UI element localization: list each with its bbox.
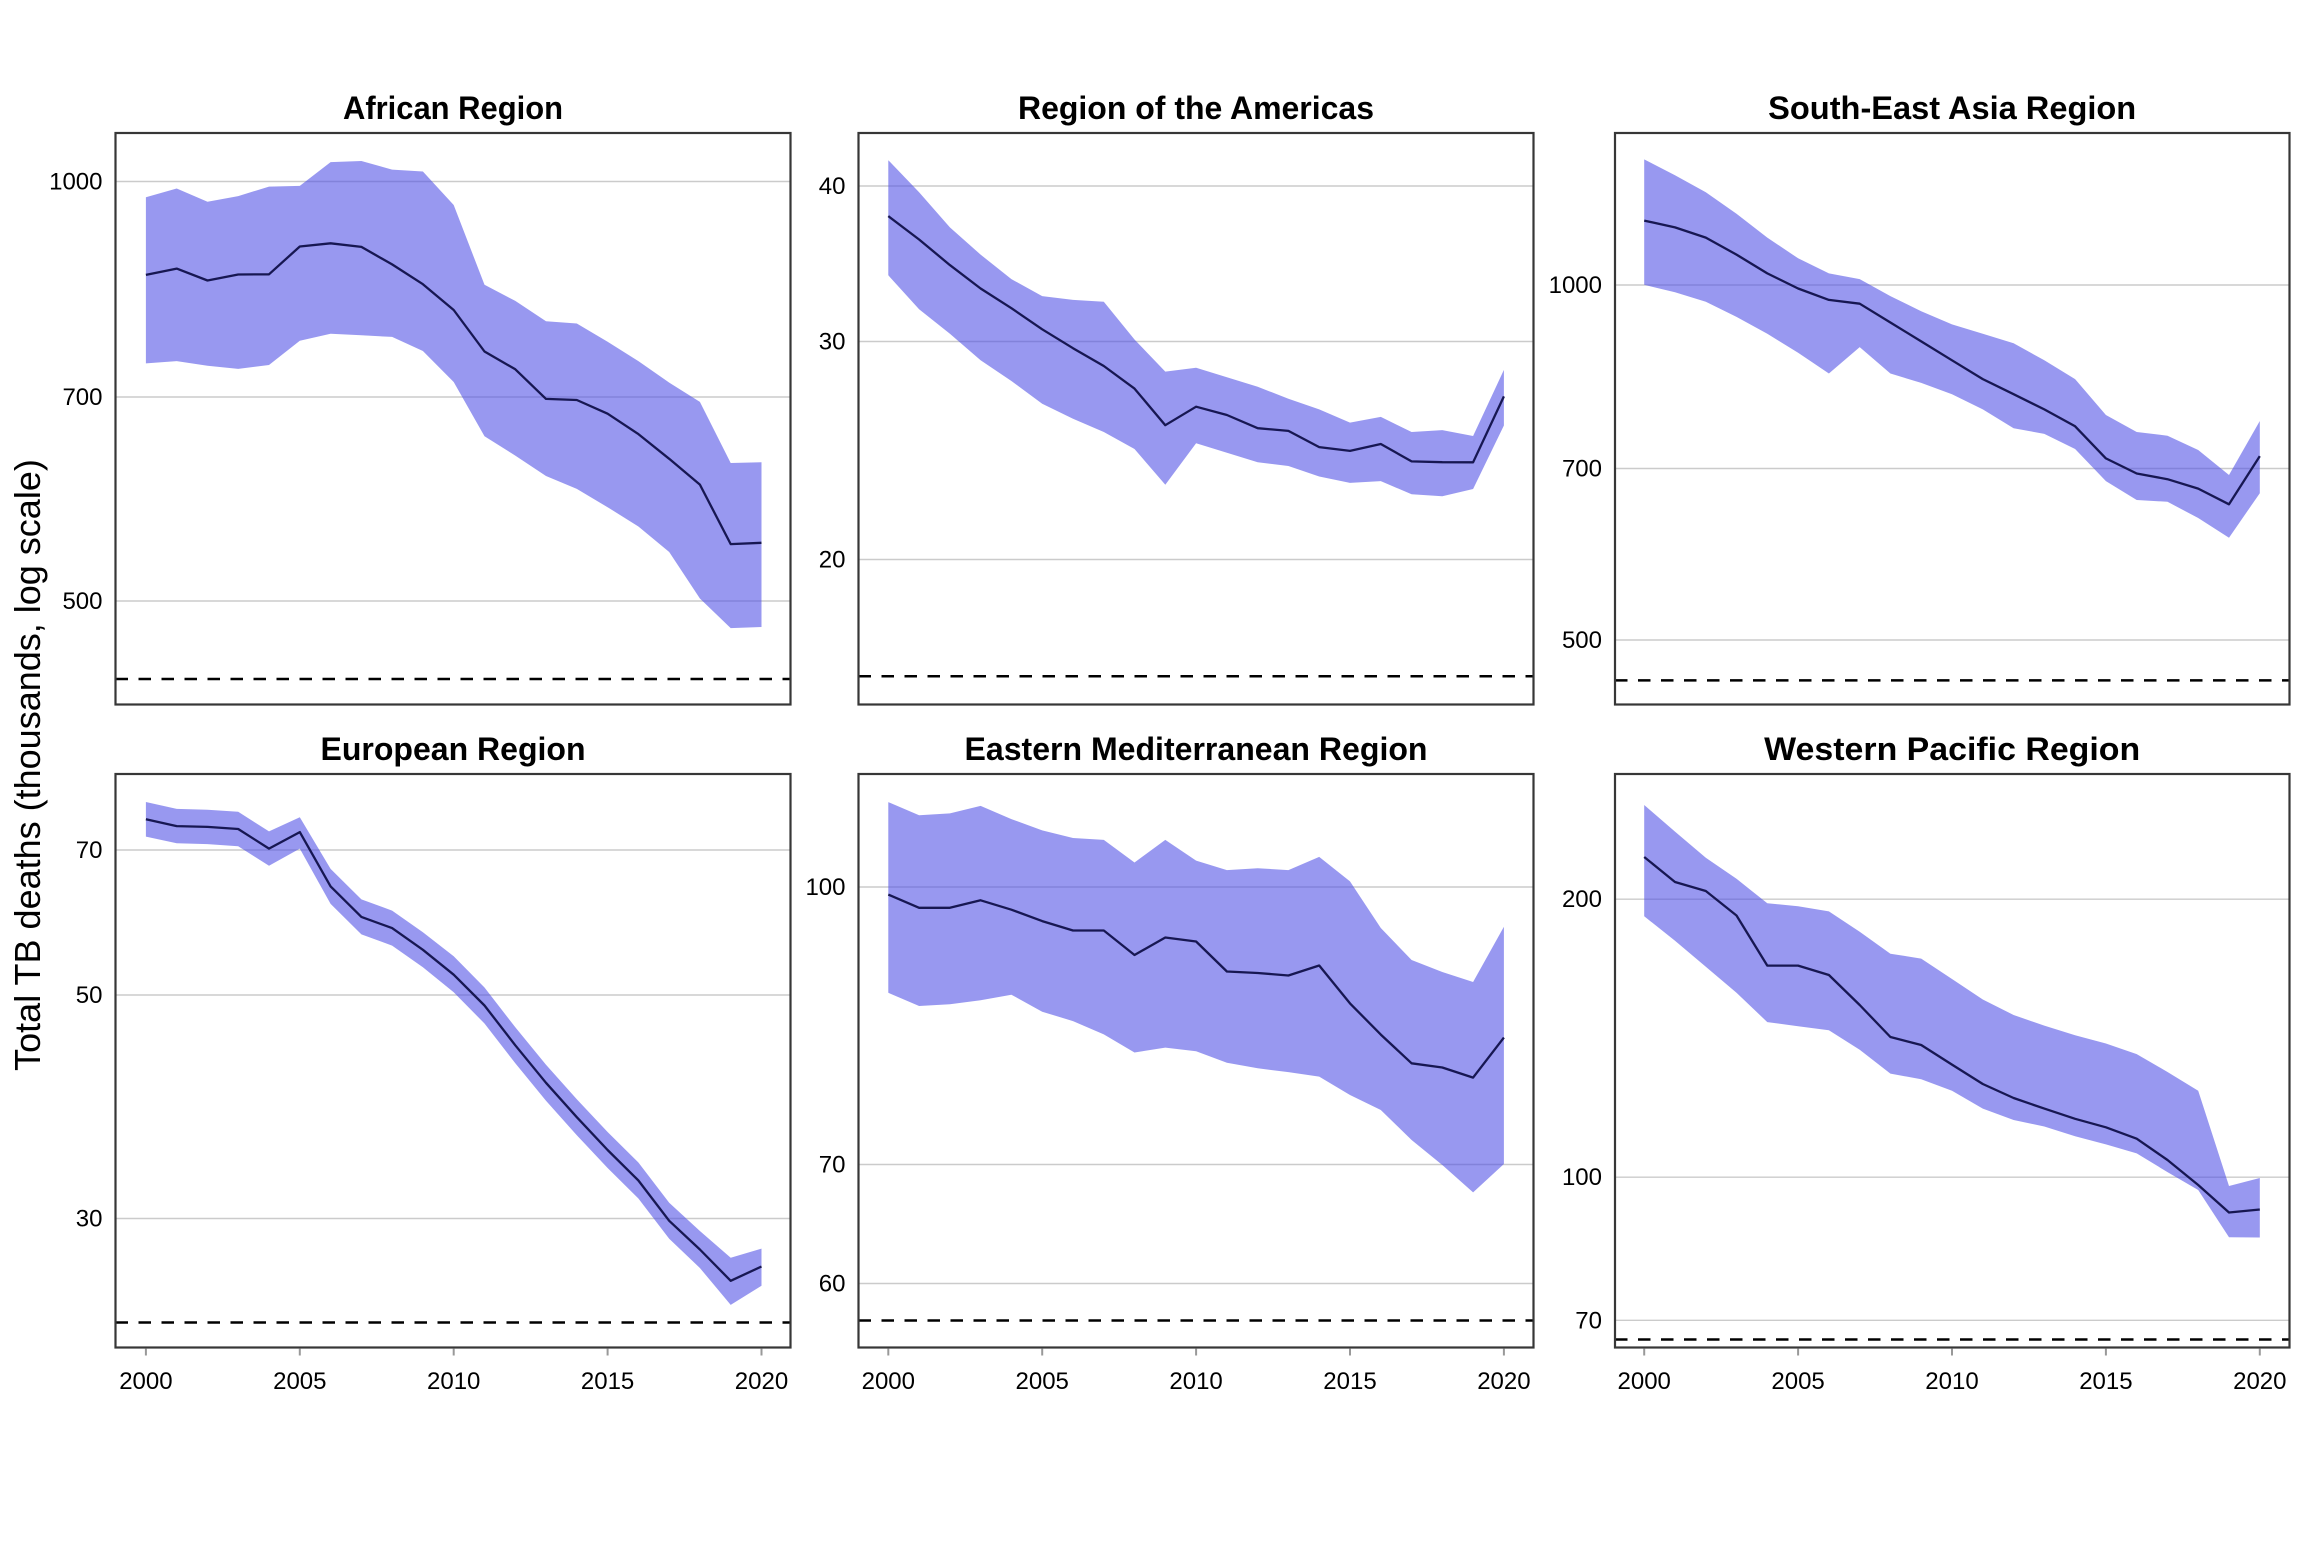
svg-text:40: 40 [819,173,846,200]
svg-text:60: 60 [819,1271,846,1298]
svg-text:70: 70 [1575,1307,1602,1334]
svg-text:70: 70 [76,837,103,864]
svg-text:Region of the Americas: Region of the Americas [1018,90,1374,126]
svg-text:50: 50 [76,982,103,1009]
svg-text:2005: 2005 [273,1368,326,1395]
svg-text:Eastern Mediterranean Region: Eastern Mediterranean Region [965,731,1428,767]
svg-text:700: 700 [62,384,102,411]
svg-text:Total TB deaths (thousands, lo: Total TB deaths (thousands, log scale) [7,459,48,1071]
svg-text:2010: 2010 [1925,1368,1978,1395]
svg-text:2020: 2020 [2233,1368,2286,1395]
svg-text:2010: 2010 [427,1368,480,1395]
svg-text:500: 500 [62,588,102,615]
svg-text:2000: 2000 [119,1368,172,1395]
svg-text:South-East Asia Region: South-East Asia Region [1768,90,2136,126]
svg-text:200: 200 [1562,886,1602,913]
svg-text:100: 100 [805,874,845,901]
svg-text:2005: 2005 [1016,1368,1069,1395]
svg-text:20: 20 [819,547,846,574]
svg-text:Western Pacific Region: Western Pacific Region [1764,731,2140,767]
svg-text:500: 500 [1562,627,1602,654]
svg-text:2000: 2000 [1618,1368,1671,1395]
svg-text:2005: 2005 [1771,1368,1824,1395]
svg-text:2020: 2020 [1477,1368,1530,1395]
svg-text:European Region: European Region [321,731,586,767]
svg-text:700: 700 [1562,456,1602,483]
svg-text:100: 100 [1562,1164,1602,1191]
svg-text:30: 30 [76,1206,103,1233]
svg-text:2000: 2000 [862,1368,915,1395]
svg-text:1000: 1000 [49,169,102,196]
svg-text:2015: 2015 [1323,1368,1376,1395]
svg-text:30: 30 [819,329,846,356]
svg-text:2015: 2015 [2079,1368,2132,1395]
svg-text:1000: 1000 [1549,272,1602,299]
svg-text:2010: 2010 [1169,1368,1222,1395]
svg-text:African Region: African Region [343,90,563,126]
svg-text:70: 70 [819,1152,846,1179]
svg-text:2015: 2015 [581,1368,634,1395]
svg-text:2020: 2020 [735,1368,788,1395]
